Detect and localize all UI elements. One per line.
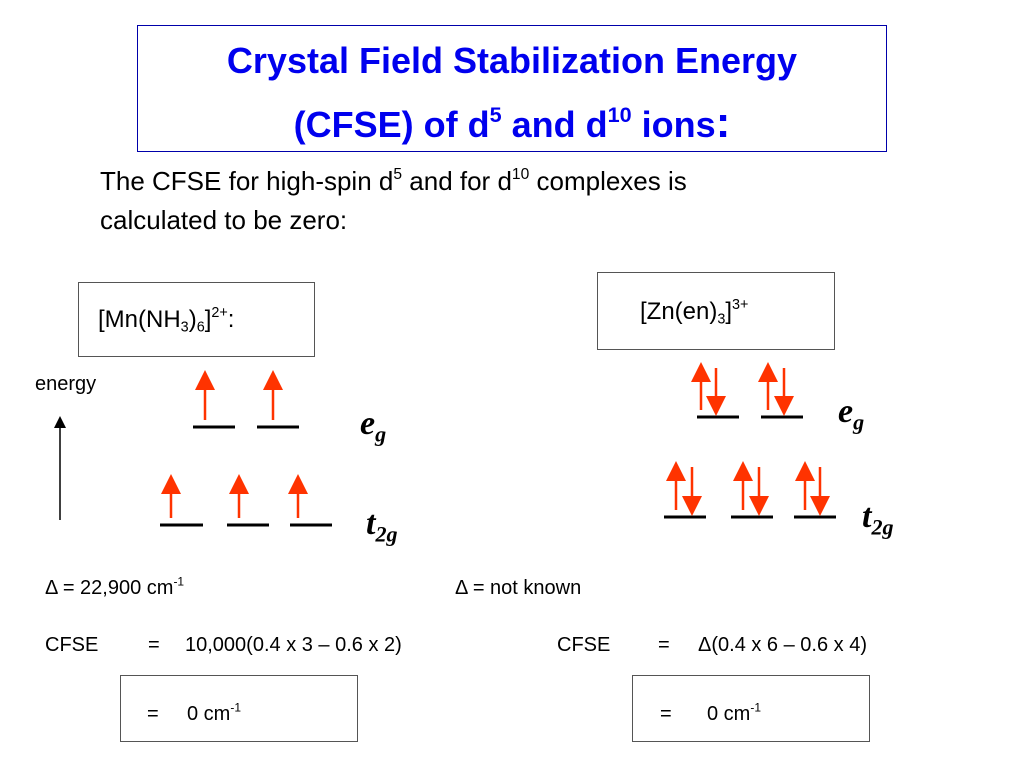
text: Δ = 22,900 cm <box>45 577 174 599</box>
result-value: 0 cm-1 <box>707 700 762 726</box>
text: ) <box>188 306 197 333</box>
text: t <box>366 505 376 542</box>
text: ] <box>204 306 212 333</box>
result-box <box>632 675 870 742</box>
superscript: -1 <box>173 574 185 589</box>
equals: = <box>658 634 670 656</box>
equals: = <box>660 703 672 725</box>
complex-formula: [Zn(en)3]3+ <box>640 296 749 328</box>
cfse-label: CFSE <box>557 634 611 656</box>
t2g-label: t2g <box>862 498 894 538</box>
subscript: g <box>853 409 865 435</box>
result-value: 0 cm-1 <box>187 700 242 726</box>
title-box <box>137 25 887 152</box>
superscript: 3+ <box>732 296 749 313</box>
t2g-label: t2g <box>366 505 398 545</box>
text: [Mn(NH <box>98 306 181 333</box>
title-text: (CFSE) of d <box>293 104 490 145</box>
intro-line: The CFSE for high-spin d5 and for d10 co… <box>100 166 687 197</box>
title-text: and d <box>501 104 608 145</box>
text: e <box>360 405 376 442</box>
title-text: Crystal Field Stabilization Energy <box>226 40 798 81</box>
superscript: 2+ <box>211 304 228 321</box>
cfse-expression: 10,000(0.4 x 3 – 0.6 x 2) <box>185 634 402 656</box>
text: 0 cm <box>187 703 231 725</box>
title-line: (CFSE) of d5 and d10 ions: <box>137 98 887 148</box>
intro-line: calculated to be zero: <box>100 205 347 236</box>
subscript: 2g <box>375 521 398 547</box>
delta-text: Δ = not known <box>455 577 581 600</box>
text: calculated to be zero: <box>100 205 348 235</box>
subscript: 2g <box>871 514 894 540</box>
text: t <box>862 498 872 535</box>
cfse-label: CFSE <box>45 634 99 656</box>
complex-box <box>597 272 835 350</box>
delta-text: Δ = 22,900 cm-1 <box>45 574 185 600</box>
electron-arrows <box>161 362 830 518</box>
subscript: g <box>375 421 387 447</box>
text: ] <box>725 298 733 325</box>
superscript: 5 <box>489 101 502 127</box>
result-box <box>120 675 358 742</box>
title-text: : <box>715 98 731 147</box>
equals: = <box>147 703 159 725</box>
text: Δ = not known <box>455 577 582 599</box>
energy-label: energy <box>35 373 97 395</box>
superscript: -1 <box>750 700 762 715</box>
complex-box <box>78 282 315 357</box>
text: e <box>838 393 854 430</box>
text: and for d <box>402 166 512 196</box>
complex-formula: [Mn(NH3)6]2+: <box>98 304 235 336</box>
superscript: 10 <box>607 101 632 127</box>
superscript: -1 <box>230 700 242 715</box>
superscript: 10 <box>511 166 530 184</box>
superscript: 5 <box>393 166 403 184</box>
eg-label: eg <box>838 393 864 433</box>
subscript: 6 <box>196 319 205 336</box>
title-text: ions <box>631 104 716 145</box>
text: 0 cm <box>707 703 751 725</box>
subscript: 3 <box>180 319 189 336</box>
cfse-expression: Δ(0.4 x 6 – 0.6 x 4) <box>698 634 867 656</box>
eg-label: eg <box>360 405 386 445</box>
subscript: 3 <box>717 311 726 328</box>
equals: = <box>148 634 160 656</box>
title-line: Crystal Field Stabilization Energy <box>137 40 887 82</box>
orbital-levels <box>160 415 836 527</box>
text: : <box>227 306 235 333</box>
text: complexes is <box>529 166 687 196</box>
text: The CFSE for high-spin d <box>100 166 394 196</box>
text: [Zn(en) <box>640 298 718 325</box>
